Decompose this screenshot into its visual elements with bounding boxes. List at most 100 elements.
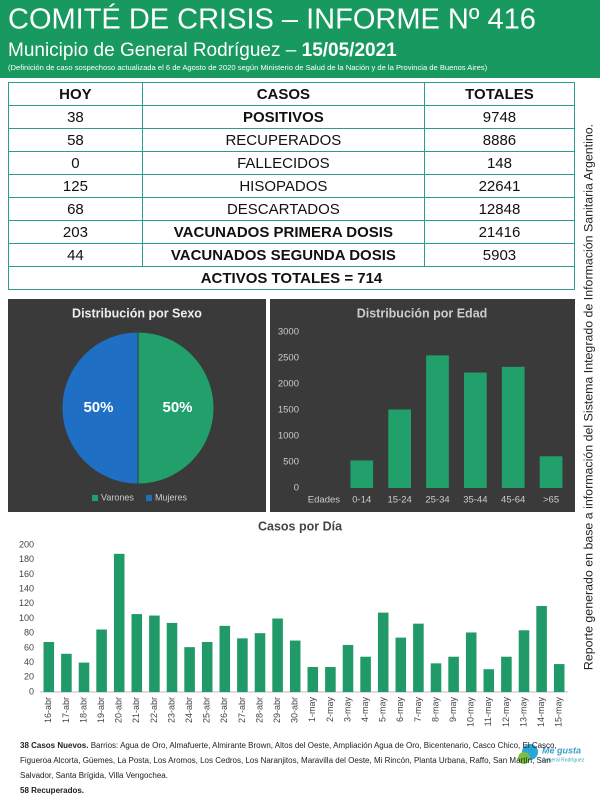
bar	[307, 667, 319, 692]
x-tick-label: 15-24	[387, 495, 411, 506]
logo-mark	[518, 752, 530, 764]
x-tick-label: 18-abr	[78, 697, 88, 723]
bar	[350, 460, 374, 488]
y-tick-label: 100	[19, 613, 34, 623]
column-header: TOTALES	[423, 82, 576, 106]
x-tick-label: 28-abr	[254, 697, 264, 723]
bar	[501, 366, 525, 488]
y-tick-label: 160	[19, 569, 34, 579]
bar	[465, 632, 477, 692]
y-tick-label: 200	[19, 539, 34, 549]
x-tick-label: 24-abr	[184, 697, 194, 723]
x-tick-label: 6-may	[395, 697, 405, 723]
bar	[201, 642, 213, 692]
bar	[553, 664, 565, 692]
bar	[464, 372, 487, 488]
y-tick-label: 20	[24, 672, 34, 682]
x-tick-label: Edades	[308, 495, 340, 506]
x-tick-label: 22-abr	[149, 697, 159, 723]
bar	[395, 637, 407, 692]
x-tick-label: 1-may	[307, 697, 317, 723]
bar	[483, 669, 495, 692]
table-cell: VACUNADOS PRIMERA DOSIS	[141, 220, 425, 244]
logo-text: Me gusta	[542, 745, 581, 755]
table-row: 38 POSITIVOS 9748	[8, 105, 576, 129]
bar	[237, 638, 248, 692]
bar	[184, 647, 195, 692]
recovered: 58 Recuperados.	[20, 786, 85, 795]
y-tick-label: 80	[24, 628, 34, 638]
bar	[131, 614, 143, 692]
table-cell: 5903	[423, 243, 576, 267]
bar	[518, 630, 530, 692]
header-band	[0, 0, 600, 78]
bar	[96, 629, 107, 692]
summary-table: HOY CASOS TOTALES 38 POSITIVOS 9748 58 RECUPERA…	[8, 82, 576, 290]
bar	[254, 633, 266, 692]
x-tick-label: 30-abr	[290, 697, 300, 723]
y-tick-label: 2000	[278, 379, 299, 390]
table-cell: 0	[8, 151, 143, 175]
bar	[342, 644, 354, 692]
bar	[166, 622, 178, 692]
bar	[43, 642, 55, 692]
table-cell: 12848	[423, 197, 576, 221]
table-row: 44 VACUNADOS SEGUNDA DOSIS 5903	[8, 243, 576, 267]
legend-label: Varones	[101, 492, 134, 502]
bar	[539, 456, 563, 488]
table-cell: 44	[8, 243, 143, 267]
barrios: Barrios: Agua de Oro, Almafuerte, Almira…	[20, 741, 557, 780]
bar	[360, 656, 371, 692]
chart-title: Distribución por Sexo	[72, 306, 202, 320]
x-tick-label: 35-44	[463, 495, 487, 506]
age-panel	[270, 299, 575, 512]
x-tick-label: 20-abr	[114, 697, 124, 723]
subtitle-text: Municipio de General Rodríguez –	[8, 40, 297, 61]
table-row: 68 DESCARTADOS 12848	[8, 197, 576, 221]
bar	[289, 640, 301, 692]
bar	[272, 618, 283, 692]
pie-slice	[61, 331, 139, 485]
table-row: 125 HISOPADOS 22641	[8, 174, 576, 198]
y-tick-label: 2500	[278, 353, 299, 364]
bar	[61, 653, 72, 692]
table-cell: 8886	[423, 128, 576, 152]
bar	[430, 663, 442, 692]
chart-title: Casos por Día	[258, 519, 343, 533]
x-tick-label: 10-may	[466, 697, 476, 728]
bar	[325, 667, 336, 692]
x-tick-label: 5-may	[378, 697, 388, 723]
x-tick-label: 12-may	[501, 697, 511, 728]
summary: ACTIVOS TOTALES = 714	[8, 266, 575, 290]
bar	[149, 615, 160, 692]
note: (Definición de caso sospechoso actualiza…	[8, 63, 488, 72]
logo-text: General Rodríguez	[542, 757, 585, 763]
x-tick-label: 23-abr	[166, 697, 176, 723]
x-tick-label: 26-abr	[219, 697, 229, 723]
x-tick-label: 0-14	[352, 495, 371, 506]
new-cases: 38 Casos Nuevos.	[20, 741, 89, 750]
legend-swatch	[146, 495, 152, 501]
table-cell: 21416	[423, 220, 576, 244]
bar	[78, 662, 90, 692]
footer: 38 Casos Nuevos. Barrios: Agua de Oro, A…	[20, 738, 580, 798]
x-tick-label: 3-may	[342, 697, 352, 723]
x-tick-label: 4-may	[360, 697, 370, 723]
bar	[413, 623, 424, 692]
slice-label: 50%	[163, 399, 193, 416]
y-tick-label: 0	[294, 483, 299, 494]
summary-row: ACTIVOS TOTALES = 714	[8, 266, 575, 290]
x-tick-label: 21-abr	[131, 697, 141, 723]
legend-label: Mujeres	[155, 492, 188, 502]
table-cell: 58	[8, 128, 143, 152]
x-tick-label: 27-abr	[237, 697, 247, 723]
y-tick-label: 120	[19, 598, 34, 608]
x-tick-label: 8-may	[430, 697, 440, 723]
table-cell: 22641	[423, 174, 576, 198]
table-cell: DESCARTADOS	[141, 197, 425, 221]
y-tick-label: 60	[24, 642, 34, 652]
table-cell: HISOPADOS	[141, 174, 425, 198]
pie-slice	[137, 331, 215, 485]
